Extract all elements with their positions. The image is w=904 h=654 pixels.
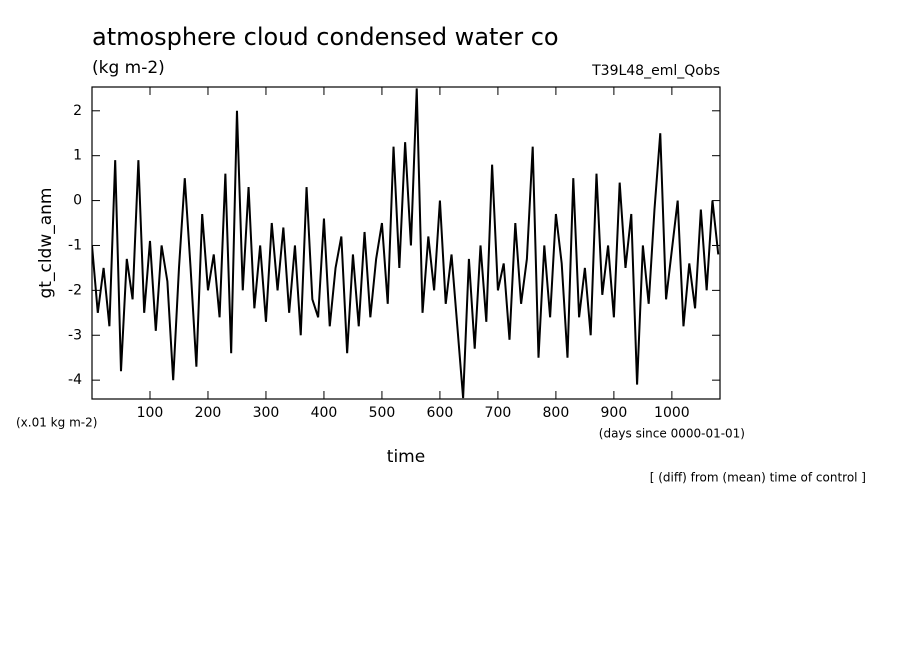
run-label: T39L48_eml_Qobs — [591, 63, 720, 79]
x-tick-label: 1000 — [654, 405, 690, 421]
y-tick-label: -2 — [68, 282, 82, 298]
data-line — [92, 88, 720, 399]
y-tick-label: 1 — [73, 148, 82, 164]
subtitle: (kg m-2) — [92, 58, 165, 78]
y-tick-label: 2 — [73, 103, 82, 119]
x-tick-label: 700 — [485, 405, 512, 421]
x-tick-label: 900 — [601, 405, 628, 421]
y-axis-label: gt_cldw_anm — [36, 188, 56, 299]
x-tick-label: 600 — [427, 405, 454, 421]
chart-title: atmosphere cloud condensed water co — [92, 23, 559, 51]
annotation: [ (diff) from (mean) time of control ] — [650, 471, 866, 485]
y-unit-label: (x.01 kg m-2) — [16, 416, 97, 430]
x-tick-label: 100 — [137, 405, 164, 421]
x-unit-label: (days since 0000-01-01) — [599, 427, 745, 441]
x-axis-label: time — [387, 447, 425, 467]
x-tick-label: 300 — [253, 405, 280, 421]
y-tick-label: 0 — [73, 193, 82, 209]
x-tick-label: 800 — [543, 405, 570, 421]
y-tick-label: -1 — [68, 237, 82, 253]
plot-frame — [91, 86, 721, 400]
x-tick-label: 500 — [369, 405, 396, 421]
y-tick-label: -3 — [68, 327, 82, 343]
x-tick-label: 400 — [311, 405, 338, 421]
x-tick-label: 200 — [195, 405, 222, 421]
y-tick-label: -4 — [68, 372, 82, 388]
